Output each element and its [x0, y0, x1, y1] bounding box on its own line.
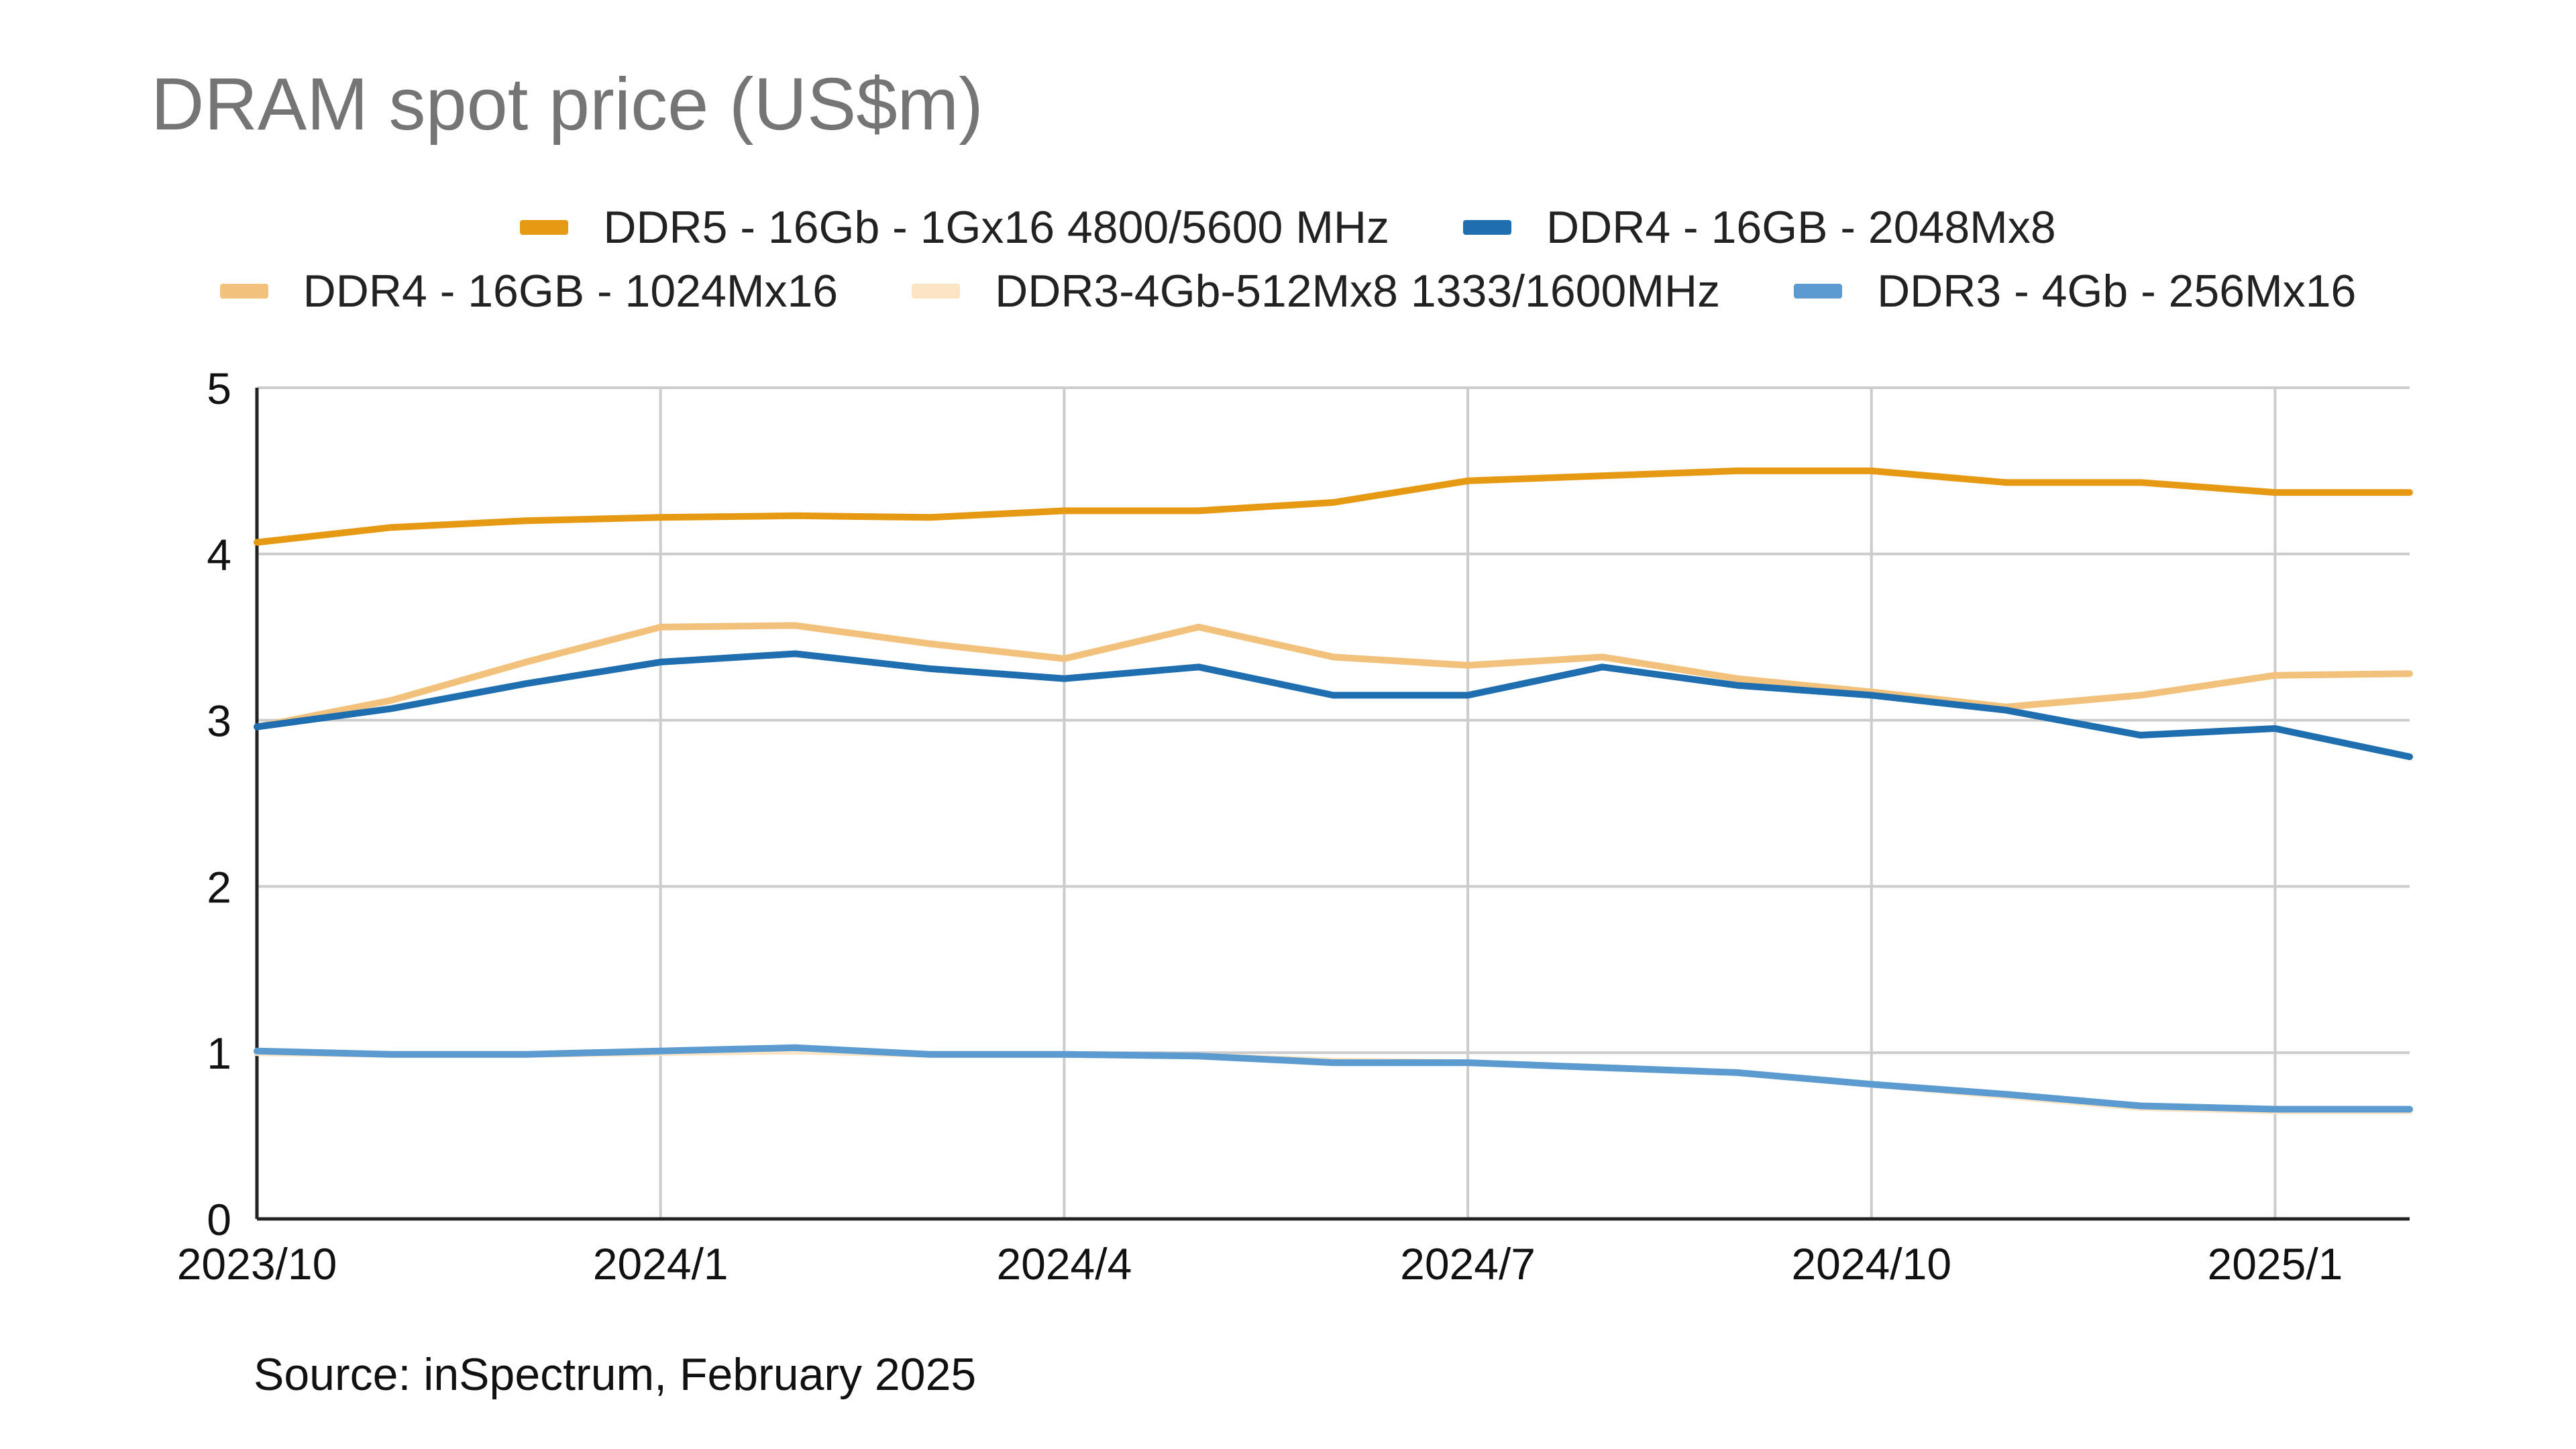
legend-label-ddr5-1gx16: DDR5 - 16Gb - 1Gx16 4800/5600 MHz: [603, 202, 1390, 253]
legend-label-ddr3-256mx16: DDR3 - 4Gb - 256Mx16: [1877, 266, 2357, 317]
legend-swatch-ddr4-2048mx8: [1463, 220, 1512, 235]
legend-label-ddr4-2048mx8: DDR4 - 16GB - 2048Mx8: [1546, 202, 2056, 253]
series-line-ddr4-16gb-2048mx8: [254, 650, 2413, 761]
y-tick-label-0: 0: [207, 1195, 231, 1244]
legend-item-ddr4-1024mx16: DDR4 - 16GB - 1024Mx16: [219, 265, 839, 317]
x-tick-label-2024-1: 2024/1: [593, 1239, 729, 1289]
y-tick-label-5: 5: [207, 364, 231, 413]
y-tick-label-1: 1: [207, 1028, 231, 1078]
legend-swatch-ddr3-256mx16: [1794, 284, 1843, 299]
x-tick-label-2023-10: 2023/10: [177, 1239, 337, 1289]
x-tick-label-2024-7: 2024/7: [1400, 1239, 1536, 1289]
series-line-ddr5-16gb-1gx16-4800-5600-mhz: [254, 467, 2413, 546]
y-tick-label-4: 4: [207, 530, 231, 580]
legend-row-1: DDR5 - 16Gb - 1Gx16 4800/5600 MHz DDR4 -…: [0, 201, 2576, 254]
legend-item-ddr4-2048mx8: DDR4 - 16GB - 2048Mx8: [1463, 201, 2056, 254]
x-tick-label-2025-1: 2025/1: [2208, 1239, 2343, 1289]
y-tick-label-3: 3: [207, 696, 231, 746]
source-note: Source: inSpectrum, February 2025: [254, 1349, 977, 1400]
legend-label-ddr3-512mx8: DDR3-4Gb-512Mx8 1333/1600MHz: [995, 266, 1721, 317]
legend-swatch-ddr3-512mx8: [912, 284, 961, 299]
legend-row-2: DDR4 - 16GB - 1024Mx16 DDR3-4Gb-512Mx8 1…: [0, 265, 2576, 317]
series-line-ddr3-4gb-256mx16: [254, 1044, 2413, 1113]
legend-label-ddr4-1024mx16: DDR4 - 16GB - 1024Mx16: [303, 266, 839, 317]
y-tick-label-2: 2: [207, 862, 231, 912]
legend-swatch-ddr5-1gx16: [520, 220, 569, 235]
x-tick-label-2024-4: 2024/4: [996, 1239, 1132, 1289]
x-tick-label-2024-10: 2024/10: [1791, 1239, 1951, 1289]
legend-item-ddr3-256mx16: DDR3 - 4Gb - 256Mx16: [1794, 265, 2356, 317]
legend-swatch-ddr4-1024mx16: [219, 284, 268, 299]
legend-item-ddr5-1gx16: DDR5 - 16Gb - 1Gx16 4800/5600 MHz: [520, 201, 1389, 254]
legend-item-ddr3-512mx8: DDR3-4Gb-512Mx8 1333/1600MHz: [912, 265, 1720, 317]
chart-title: DRAM spot price (US$m): [151, 63, 983, 146]
series-line-ddr4-16gb-1024mx16: [254, 622, 2413, 731]
